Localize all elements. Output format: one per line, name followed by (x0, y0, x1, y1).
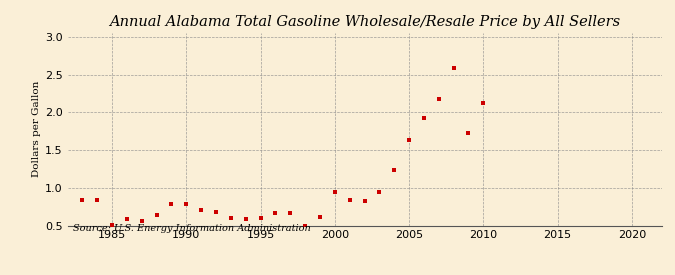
Point (315, 215, 325, 219)
Point (122, 217, 132, 222)
Point (270, 211, 281, 216)
Point (300, 224, 310, 229)
Point (463, 130, 474, 135)
Point (255, 216, 266, 220)
Point (448, 66, 459, 71)
Title: Annual Alabama Total Gasoline Wholesale/Resale Price by All Sellers: Annual Alabama Total Gasoline Wholesale/… (109, 15, 620, 29)
Point (285, 210, 296, 215)
Point (107, 222, 117, 227)
Point (196, 208, 207, 213)
Y-axis label: Dollars per Gallon: Dollars per Gallon (32, 81, 40, 177)
Point (389, 168, 400, 173)
Point (478, 101, 489, 105)
Point (433, 97, 444, 102)
Point (166, 201, 177, 206)
Point (225, 216, 236, 220)
Point (418, 115, 429, 120)
Point (136, 219, 147, 223)
Point (359, 199, 370, 204)
Text: Source: U.S. Energy Information Administration: Source: U.S. Energy Information Administ… (74, 224, 311, 233)
Point (329, 190, 340, 194)
Point (404, 138, 414, 142)
Point (344, 198, 355, 202)
Point (92, 198, 103, 202)
Point (374, 189, 385, 194)
Point (77, 198, 88, 202)
Point (181, 201, 192, 206)
Point (211, 210, 221, 214)
Point (240, 217, 251, 222)
Point (151, 213, 162, 217)
